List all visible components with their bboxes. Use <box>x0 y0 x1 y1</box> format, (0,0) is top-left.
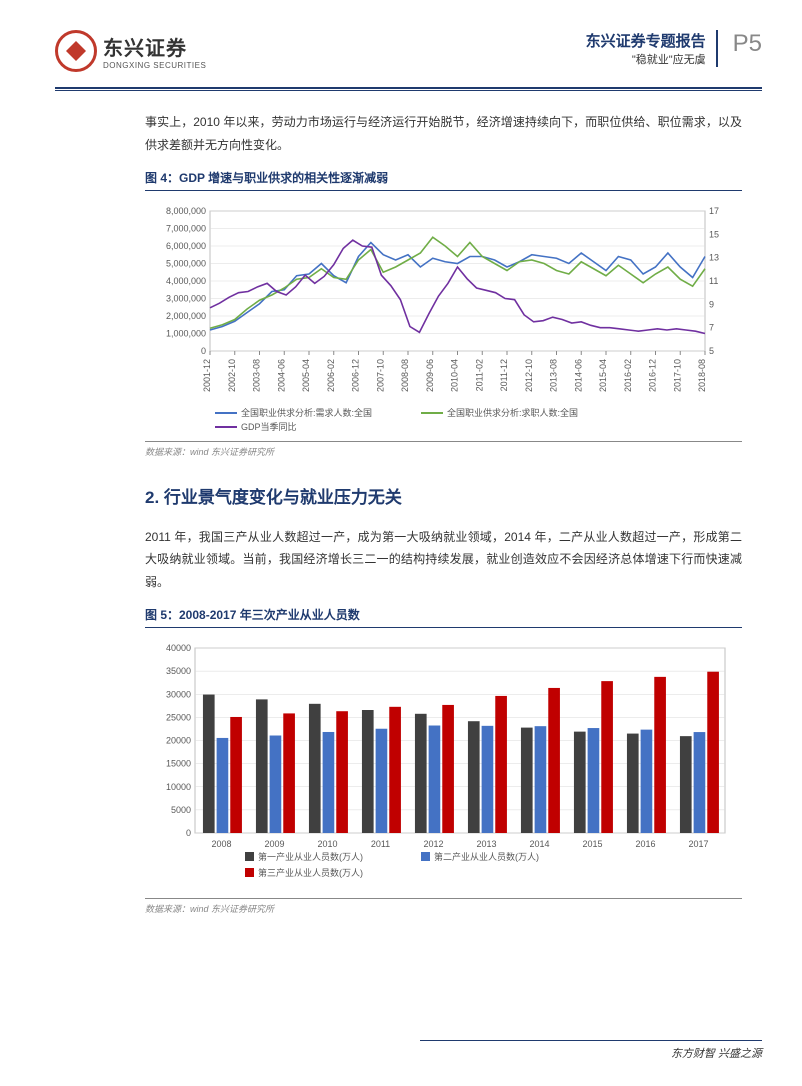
svg-text:2009-06: 2009-06 <box>425 359 435 392</box>
svg-text:2011-02: 2011-02 <box>474 359 484 391</box>
svg-text:全国职业供求分析:需求人数:全国: 全国职业供求分析:需求人数:全国 <box>241 407 372 418</box>
svg-text:8,000,000: 8,000,000 <box>166 206 206 216</box>
figure5-title: 图 5：2008-2017 年三次产业从业人员数 <box>145 606 742 628</box>
section-2-heading: 2. 行业景气度变化与就业压力无关 <box>145 483 742 508</box>
svg-text:2016: 2016 <box>635 839 655 849</box>
svg-text:2011-12: 2011-12 <box>499 359 509 391</box>
svg-text:2011: 2011 <box>371 839 390 849</box>
svg-text:7,000,000: 7,000,000 <box>166 223 206 233</box>
svg-text:2010: 2010 <box>317 839 337 849</box>
logo-text-cn: 东兴证券 <box>103 32 206 61</box>
page-number: P5 <box>733 30 762 58</box>
figure4-source: 数据来源：wind 东兴证券研究所 <box>145 441 742 458</box>
svg-text:2016-12: 2016-12 <box>648 359 658 392</box>
svg-text:2012-10: 2012-10 <box>524 359 534 392</box>
svg-text:2006-12: 2006-12 <box>351 359 361 392</box>
svg-text:2008: 2008 <box>211 839 231 849</box>
svg-text:2,000,000: 2,000,000 <box>166 311 206 321</box>
svg-text:2017-10: 2017-10 <box>672 359 682 392</box>
svg-text:第三产业从业人员数(万人): 第三产业从业人员数(万人) <box>258 867 363 878</box>
svg-text:2009: 2009 <box>264 839 284 849</box>
svg-text:2015-04: 2015-04 <box>598 359 608 392</box>
figure4-chart: 0 1,000,000 2,000,000 3,000,000 4,000,000 5,0… <box>145 201 742 431</box>
svg-text:2003-08: 2003-08 <box>252 359 262 392</box>
svg-text:第一产业从业人员数(万人): 第一产业从业人员数(万人) <box>258 851 363 862</box>
svg-text:2014: 2014 <box>529 839 549 849</box>
svg-text:1,000,000: 1,000,000 <box>166 328 206 338</box>
svg-text:0: 0 <box>201 346 206 356</box>
svg-text:9: 9 <box>709 299 714 309</box>
svg-text:2010-04: 2010-04 <box>450 359 460 392</box>
logo-block: 东兴证券 DONGXING SECURITIES <box>55 30 206 72</box>
svg-text:2018-08: 2018-08 <box>697 359 707 392</box>
footer-text: 东方财智 兴盛之源 <box>671 1045 762 1061</box>
svg-text:2015: 2015 <box>582 839 602 849</box>
svg-text:2004-06: 2004-06 <box>276 359 286 392</box>
svg-text:4,000,000: 4,000,000 <box>166 276 206 286</box>
svg-text:GDP当季同比: GDP当季同比 <box>241 421 297 431</box>
svg-text:2006-02: 2006-02 <box>326 359 336 392</box>
paragraph-2: 2011 年，我国三产从业人数超过一产，成为第一大吸纳就业领域，2014 年，二… <box>145 526 742 594</box>
svg-text:2007-10: 2007-10 <box>375 359 385 392</box>
svg-text:5: 5 <box>709 346 714 356</box>
svg-text:10000: 10000 <box>166 782 191 792</box>
svg-text:2005-04: 2005-04 <box>301 359 311 392</box>
svg-text:2017: 2017 <box>688 839 708 849</box>
svg-text:17: 17 <box>709 206 719 216</box>
svg-text:5,000,000: 5,000,000 <box>166 258 206 268</box>
figure5-source: 数据来源：wind 东兴证券研究所 <box>145 898 742 915</box>
svg-text:2014-06: 2014-06 <box>573 359 583 392</box>
svg-text:13: 13 <box>709 252 719 262</box>
paragraph-1: 事实上，2010 年以来，劳动力市场运行与经济运行开始脱节，经济增速持续向下，而… <box>145 111 742 157</box>
report-title: 东兴证券专题报告 <box>586 30 706 51</box>
svg-text:0: 0 <box>186 828 191 838</box>
page-header: 东兴证券 DONGXING SECURITIES 东兴证券专题报告 "稳就业"应… <box>0 0 802 82</box>
logo-text-en: DONGXING SECURITIES <box>103 61 206 70</box>
svg-text:5000: 5000 <box>171 805 191 815</box>
svg-text:2013: 2013 <box>476 839 496 849</box>
svg-text:11: 11 <box>709 276 718 286</box>
logo-icon <box>55 30 97 72</box>
svg-text:6,000,000: 6,000,000 <box>166 241 206 251</box>
svg-text:15000: 15000 <box>166 759 191 769</box>
report-title-block: 东兴证券专题报告 "稳就业"应无虞 <box>586 30 718 67</box>
svg-text:2002-10: 2002-10 <box>227 359 237 392</box>
svg-text:2013-08: 2013-08 <box>549 359 559 392</box>
figure4-title: 图 4：GDP 增速与职业供求的相关性逐渐减弱 <box>145 169 742 191</box>
svg-text:7: 7 <box>709 322 714 332</box>
svg-text:全国职业供求分析:求职人数:全国: 全国职业供求分析:求职人数:全国 <box>447 407 578 418</box>
svg-text:25000: 25000 <box>166 712 191 722</box>
svg-text:40000: 40000 <box>166 643 191 653</box>
svg-text:2012: 2012 <box>423 839 443 849</box>
svg-text:第二产业从业人员数(万人): 第二产业从业人员数(万人) <box>434 851 539 862</box>
svg-text:2001-12: 2001-12 <box>202 359 212 392</box>
svg-text:2008-08: 2008-08 <box>400 359 410 392</box>
footer-divider <box>420 1040 762 1041</box>
svg-text:35000: 35000 <box>166 666 191 676</box>
report-subtitle: "稳就业"应无虞 <box>586 51 706 67</box>
svg-text:15: 15 <box>709 229 719 239</box>
svg-text:2016-02: 2016-02 <box>623 359 633 392</box>
svg-text:30000: 30000 <box>166 689 191 699</box>
line-chart: 0 1,000,000 2,000,000 3,000,000 4,000,000 5,0… <box>145 201 740 431</box>
svg-text:20000: 20000 <box>166 735 191 745</box>
bar-chart: 0 5000 10000 15000 20000 25000 30000 35000 40000… <box>145 638 740 888</box>
svg-text:3,000,000: 3,000,000 <box>166 293 206 303</box>
figure5-chart: 0 5000 10000 15000 20000 25000 30000 35000 40000… <box>145 638 742 888</box>
